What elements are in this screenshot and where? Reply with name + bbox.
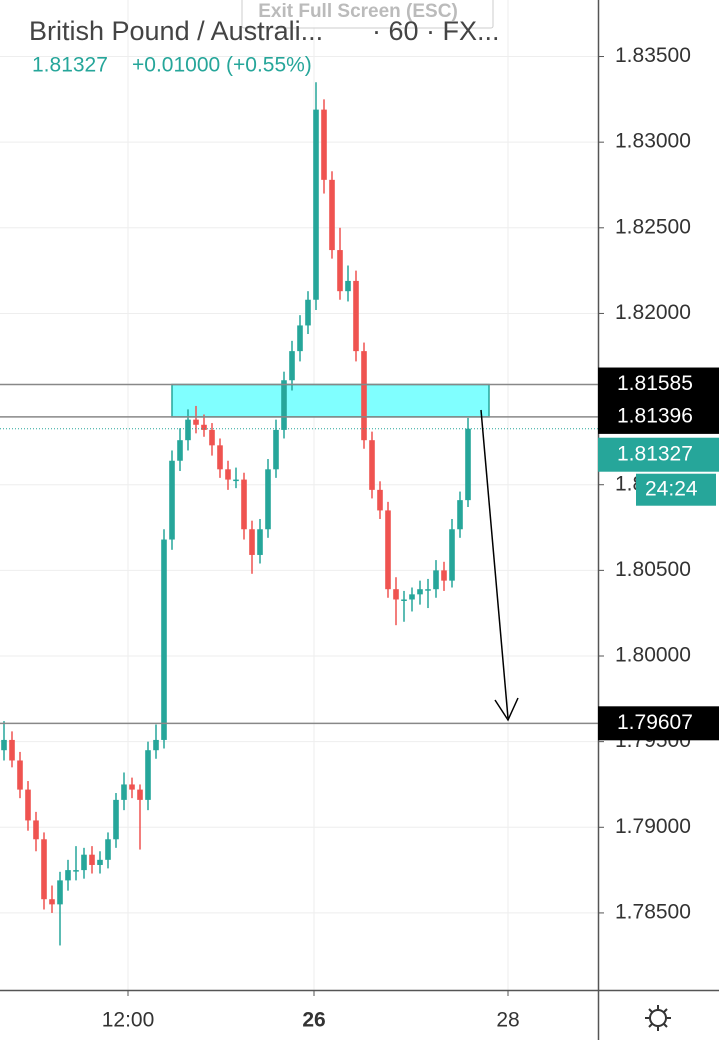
candle-body xyxy=(57,880,63,905)
arrow-line xyxy=(480,409,509,719)
candle-body xyxy=(393,589,399,600)
plot xyxy=(0,82,598,946)
y-tick-label: 1.82000 xyxy=(615,301,691,324)
x-tick-label: 28 xyxy=(496,1009,519,1032)
settings-icon[interactable] xyxy=(645,1005,671,1031)
candle-body xyxy=(233,479,239,482)
candle-body xyxy=(409,594,415,600)
axis: 1.835001.830001.825001.820001.810001.805… xyxy=(102,44,719,1032)
candle-body xyxy=(89,854,95,865)
candle-body xyxy=(265,469,271,530)
candle-body xyxy=(161,539,167,740)
candle-body xyxy=(217,445,223,470)
level-label: 1.79607 xyxy=(617,711,693,734)
candle-body xyxy=(193,419,199,425)
header-price: 1.81327 xyxy=(32,54,108,77)
candle-body xyxy=(401,599,407,601)
candle-body xyxy=(337,250,343,292)
candle-body xyxy=(81,854,87,871)
candle-body xyxy=(281,380,287,430)
candle-body xyxy=(225,469,231,480)
level-label: 1.81585 xyxy=(617,372,693,395)
candle-body xyxy=(201,424,207,430)
candle-body xyxy=(329,179,335,251)
candle-body xyxy=(369,440,375,490)
candle-body xyxy=(465,428,471,501)
candle-body xyxy=(297,325,303,352)
candle-body xyxy=(313,109,319,300)
exit-fullscreen-text[interactable]: Exit Full Screen (ESC) xyxy=(258,1,458,22)
candle-body xyxy=(441,570,447,581)
candle-body xyxy=(185,419,191,441)
candle-body xyxy=(73,870,79,872)
candle-body xyxy=(289,351,295,381)
candle-body xyxy=(17,760,23,790)
candle-body xyxy=(1,739,7,751)
level-label-box xyxy=(598,367,719,402)
candle-body xyxy=(121,784,127,800)
candle-body xyxy=(153,739,159,751)
y-tick-label: 1.78500 xyxy=(615,900,691,923)
candle-body xyxy=(137,789,143,800)
candle-body xyxy=(169,460,175,540)
candle-body xyxy=(249,529,255,555)
candle-body xyxy=(49,899,55,905)
level-label-box xyxy=(598,706,719,741)
x-tick-label: 12:00 xyxy=(102,1009,155,1032)
candle-body xyxy=(9,739,15,761)
header-change: +0.01000 (+0.55%) xyxy=(132,54,312,77)
last-price-label: 1.81327 xyxy=(617,442,693,465)
candle-body xyxy=(41,839,47,900)
candle-body xyxy=(433,570,439,590)
candle-body xyxy=(257,529,263,555)
interval: · 60 · FX... xyxy=(372,16,500,46)
candle-body xyxy=(241,479,247,530)
y-tick-label: 1.83500 xyxy=(615,44,691,67)
candle-body xyxy=(353,280,359,352)
candle-body xyxy=(449,529,455,581)
candle-body xyxy=(33,820,39,840)
arrow-head xyxy=(494,697,519,722)
exit-fullscreen-button[interactable] xyxy=(241,0,494,29)
candle-body xyxy=(177,440,183,461)
candle-body xyxy=(97,859,103,865)
y-tick-label: 1.82500 xyxy=(615,215,691,238)
y-tick-label: 1.79000 xyxy=(615,815,691,838)
candle-body xyxy=(377,489,383,511)
candle-body xyxy=(361,351,367,441)
candle-body xyxy=(209,429,215,446)
candle-body xyxy=(25,789,31,821)
candle-body xyxy=(273,429,279,470)
level-label-box xyxy=(598,399,719,434)
candle-body xyxy=(385,510,391,590)
countdown-box xyxy=(636,473,716,506)
candle-body xyxy=(145,750,151,800)
candle-body xyxy=(113,799,119,840)
x-tick-label: 26 xyxy=(302,1009,325,1032)
symbol-title: British Pound / Australi... xyxy=(29,16,323,46)
y-tick-label: 1.83000 xyxy=(615,130,691,153)
candle-body xyxy=(65,870,71,881)
y-tick-label: 1.80500 xyxy=(615,558,691,581)
level-label: 1.81396 xyxy=(617,404,693,427)
candle-body xyxy=(457,500,463,530)
candle-body xyxy=(129,784,135,790)
countdown: 24:24 xyxy=(645,477,698,500)
candle-body xyxy=(305,299,311,326)
grid xyxy=(0,0,598,990)
candle-body xyxy=(105,839,111,860)
candle-body xyxy=(425,589,431,591)
last-price-box xyxy=(598,437,719,472)
candle-body xyxy=(417,589,423,595)
y-tick-label: 1.80000 xyxy=(615,644,691,667)
candle-body xyxy=(345,280,351,292)
candle-body xyxy=(321,109,327,180)
zone xyxy=(171,383,490,418)
